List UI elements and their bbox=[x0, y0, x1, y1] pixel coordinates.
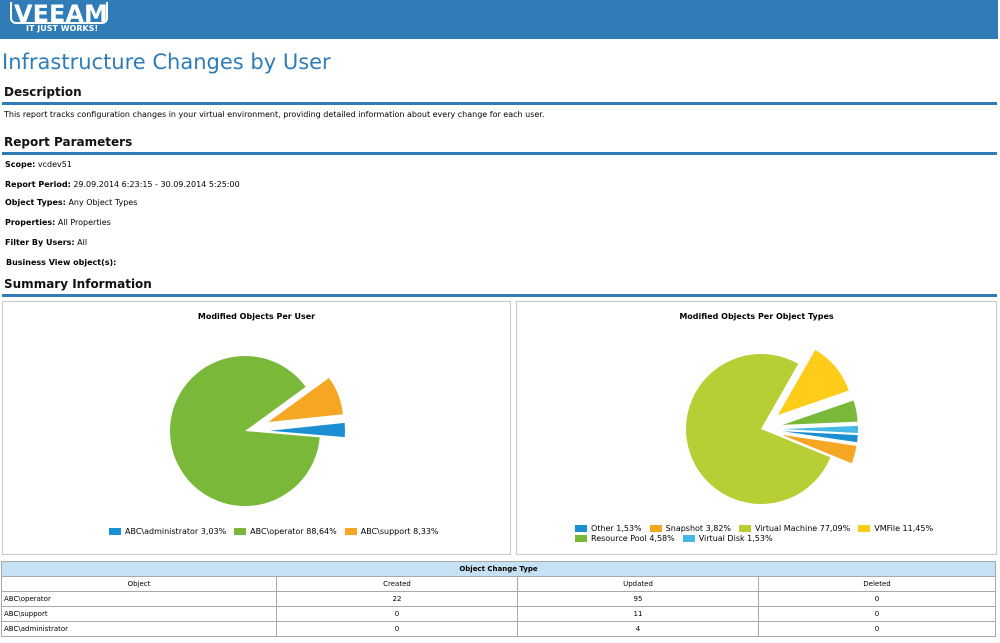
legend-item: ABC\support 8,33% bbox=[344, 527, 439, 536]
pie-slice-abc-support bbox=[268, 377, 343, 423]
pie-chart-object-types bbox=[686, 349, 858, 504]
pie-slice-resource-pool bbox=[782, 400, 858, 425]
legend-label: Snapshot 3,82% bbox=[665, 524, 732, 533]
param-value: Any Object Types bbox=[68, 198, 138, 207]
pie-slice-other bbox=[782, 431, 858, 443]
legend-label: ABC\support 8,33% bbox=[360, 527, 439, 536]
legend-swatch bbox=[682, 535, 695, 542]
legend-label: Other 1,53% bbox=[591, 524, 642, 533]
cell-updated: 11 bbox=[517, 606, 759, 622]
legend-swatch bbox=[739, 525, 752, 532]
legend-item: Other 1,53% bbox=[575, 524, 642, 533]
chart-title: Modified Objects Per User bbox=[197, 312, 316, 321]
param-value: All bbox=[77, 238, 88, 247]
param-label: Filter By Users: bbox=[5, 238, 75, 247]
param-properties: Properties: All Properties bbox=[5, 218, 111, 227]
summary-heading: Summary Information bbox=[4, 277, 152, 291]
chart-panel-object-types: Modified Objects Per Object Types Other … bbox=[516, 301, 997, 555]
legend-item: Virtual Machine 77,09% bbox=[739, 524, 850, 533]
pie-slice-snapshot bbox=[782, 434, 857, 464]
table-row: ABC\operator 22 95 0 bbox=[1, 591, 996, 607]
cell-object: ABC\support bbox=[1, 606, 277, 622]
logo-frame bbox=[10, 2, 108, 24]
legend-item: Snapshot 3,82% bbox=[649, 524, 732, 533]
legend-label: ABC\operator 88,64% bbox=[250, 527, 337, 536]
cell-object: ABC\administrator bbox=[1, 621, 277, 637]
cell-updated: 95 bbox=[517, 591, 759, 607]
cell-updated: 4 bbox=[517, 621, 759, 637]
pie-slice-virtual-disk bbox=[782, 425, 858, 434]
legend-swatch bbox=[344, 528, 357, 535]
param-value: 29.09.2014 6:23:15 - 30.09.2014 5:25:00 bbox=[73, 180, 240, 189]
params-heading: Report Parameters bbox=[4, 135, 133, 149]
param-label: Scope: bbox=[5, 160, 36, 169]
legend-item: Virtual Disk 1,53% bbox=[682, 534, 773, 543]
legend-label: Virtual Disk 1,53% bbox=[698, 534, 773, 543]
column-header: Updated bbox=[517, 576, 759, 592]
section-divider bbox=[2, 152, 997, 155]
param-scope: Scope: vcdev51 bbox=[5, 160, 72, 169]
header-bar: VEEAM IT JUST WORKS! bbox=[0, 0, 998, 39]
object-change-table: Object Change Type Object Created Update… bbox=[1, 561, 996, 637]
legend-swatch bbox=[234, 528, 247, 535]
legend-swatch bbox=[575, 525, 587, 532]
legend-swatch bbox=[858, 525, 871, 532]
report-description: This report tracks configuration changes… bbox=[4, 110, 545, 119]
legend-swatch bbox=[575, 535, 587, 542]
param-label: Properties: bbox=[5, 218, 56, 227]
legend-label: VMFile 11,45% bbox=[874, 524, 934, 533]
section-divider bbox=[2, 102, 997, 105]
param-report-period: Report Period: 29.09.2014 6:23:15 - 30.0… bbox=[5, 180, 240, 189]
param-object-types: Object Types: Any Object Types bbox=[5, 198, 137, 207]
param-value: vcdev51 bbox=[37, 160, 72, 169]
param-value: All Properties bbox=[57, 218, 111, 227]
chart-title: Modified Objects Per Object Types bbox=[679, 312, 834, 321]
chart-panel-users: Modified Objects Per User ABC\administra… bbox=[2, 301, 511, 555]
param-label: Business View object(s): bbox=[6, 258, 117, 267]
cell-deleted: 0 bbox=[758, 606, 996, 622]
cell-object: ABC\operator bbox=[1, 591, 277, 607]
cell-created: 0 bbox=[276, 606, 518, 622]
section-divider bbox=[2, 294, 997, 297]
pie-slice-abc-administrator bbox=[269, 422, 345, 438]
legend-swatch bbox=[109, 528, 121, 535]
legend-item: Resource Pool 4,58% bbox=[575, 534, 675, 543]
cell-deleted: 0 bbox=[758, 591, 996, 607]
pie-slice-vmfile bbox=[777, 349, 849, 415]
veeam-logo: VEEAM IT JUST WORKS! bbox=[10, 0, 110, 36]
legend-label: Resource Pool 4,58% bbox=[591, 534, 675, 543]
param-business-view: Business View object(s): bbox=[6, 258, 116, 267]
param-filter-users: Filter By Users: All bbox=[5, 238, 87, 247]
pie-slice-virtual-machine bbox=[686, 354, 831, 504]
chart-legend-object-types: Other 1,53% Snapshot 3,82% Virtual Machine… bbox=[575, 524, 975, 544]
legend-item: ABC\administrator 3,03% bbox=[109, 527, 226, 536]
pie-slice-abc-operator bbox=[169, 355, 320, 506]
description-heading: Description bbox=[4, 85, 82, 99]
cell-created: 22 bbox=[276, 591, 518, 607]
cell-created: 0 bbox=[276, 621, 518, 637]
table-row: ABC\support 0 11 0 bbox=[1, 606, 996, 622]
pie-chart-users bbox=[169, 355, 345, 506]
param-label: Report Period: bbox=[5, 180, 71, 189]
legend-item: ABC\operator 88,64% bbox=[234, 527, 337, 536]
table-caption: Object Change Type bbox=[1, 561, 996, 577]
column-header: Created bbox=[276, 576, 518, 592]
column-header: Object bbox=[1, 576, 277, 592]
logo-tagline: IT JUST WORKS! bbox=[26, 24, 99, 33]
legend-swatch bbox=[649, 525, 662, 532]
legend-label: Virtual Machine 77,09% bbox=[755, 524, 851, 533]
param-label: Object Types: bbox=[5, 198, 66, 207]
column-header: Deleted bbox=[758, 576, 996, 592]
table-row: ABC\administrator 0 4 0 bbox=[1, 621, 996, 637]
chart-legend-users: ABC\administrator 3,03% ABC\operator 88,6… bbox=[109, 527, 449, 537]
logo-wordmark: VEEAM bbox=[14, 0, 108, 28]
cell-deleted: 0 bbox=[758, 621, 996, 637]
page-title: Infrastructure Changes by User bbox=[2, 50, 331, 74]
legend-item: VMFile 11,45% bbox=[858, 524, 933, 533]
legend-label: ABC\administrator 3,03% bbox=[125, 527, 227, 536]
